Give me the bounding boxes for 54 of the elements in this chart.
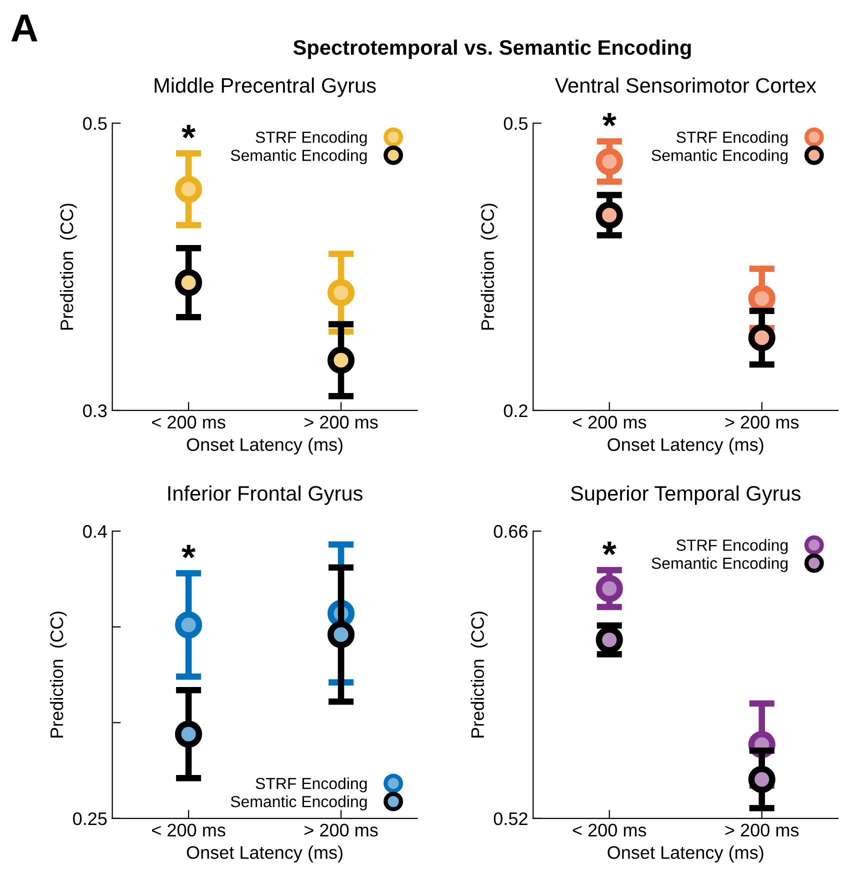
x-tick-label: > 200 ms	[304, 416, 378, 429]
point	[327, 346, 355, 374]
y-axis-title: Prediction (CC)	[50, 612, 67, 738]
point	[327, 279, 355, 306]
y-tick-label: 0.25	[73, 812, 107, 826]
point	[175, 720, 202, 748]
text: A	[11, 14, 38, 42]
annotation: *	[602, 542, 616, 556]
x-tick-label: > 200 ms	[725, 824, 799, 837]
point	[175, 611, 202, 639]
x-tick-label: < 200 ms	[152, 416, 226, 429]
annotation: *	[182, 544, 196, 558]
chart-title: Superior Temporal Gyrus	[570, 485, 800, 505]
point	[175, 176, 202, 203]
y-tick-label: 0.5	[83, 117, 107, 130]
point	[748, 766, 776, 793]
x-axis-title: Onset Latency (ms)	[186, 438, 342, 455]
point	[175, 269, 202, 296]
point	[596, 148, 623, 176]
legend-label: STRF Encoding	[256, 131, 367, 146]
chart-title: Inferior Frontal Gyrus	[168, 485, 362, 505]
legend-label: Semantic Encoding	[652, 557, 788, 572]
x-tick-label: < 200 ms	[572, 824, 646, 837]
y-axis-title: Prediction (CC)	[470, 612, 488, 738]
legend-label: Semantic Encoding	[652, 149, 788, 164]
chart-title: Middle Precentral Gyrus	[154, 78, 376, 97]
annotation: *	[602, 112, 616, 126]
legend-label: STRF Encoding	[676, 539, 788, 554]
y-tick-label: 0.3	[83, 404, 107, 418]
y-axis-title: Prediction (CC)	[480, 204, 498, 330]
y-axis-title: Prediction (CC)	[60, 204, 77, 330]
legend-label: Semantic Encoding	[230, 149, 367, 164]
legend-label: STRF Encoding	[676, 131, 788, 146]
y-tick-label: 0.2	[504, 404, 528, 418]
x-axis-title: Onset Latency (ms)	[608, 438, 764, 455]
y-tick-label: 0.4	[83, 525, 107, 538]
x-tick-label: > 200 ms	[304, 824, 378, 837]
point	[327, 621, 355, 648]
x-axis-title: Onset Latency (ms)	[186, 846, 342, 862]
point	[748, 324, 776, 352]
annotation: *	[182, 124, 196, 138]
x-axis-title: Onset Latency (ms)	[608, 846, 764, 862]
legend-label: Semantic Encoding	[230, 796, 367, 810]
y-tick-label: 0.52	[494, 812, 528, 826]
point	[596, 202, 623, 229]
x-tick-label: < 200 ms	[152, 824, 226, 837]
point	[596, 575, 623, 602]
x-tick-label: < 200 ms	[572, 416, 646, 429]
legend-label: STRF Encoding	[256, 777, 367, 792]
chart-title: Ventral Sensorimotor Cortex	[554, 78, 816, 93]
text: Spectrotemporal vs. Semantic Encoding	[293, 40, 691, 60]
y-tick-label: 0.66	[494, 525, 528, 538]
y-tick-label: 0.5	[504, 117, 528, 130]
x-tick-label: > 200 ms	[725, 416, 799, 429]
